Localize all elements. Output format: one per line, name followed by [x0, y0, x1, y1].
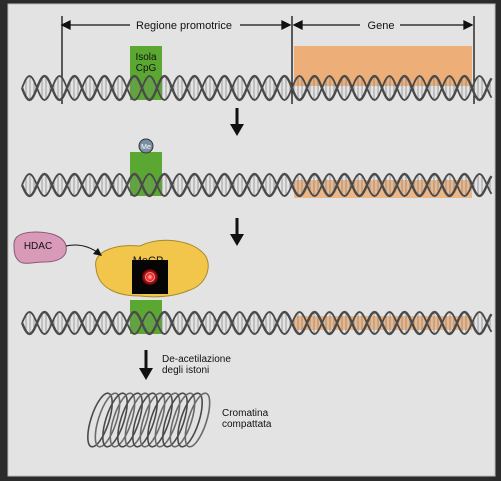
chromatin-loop: [117, 392, 143, 448]
dna-strand: [20, 172, 493, 198]
chromatin-loop: [132, 392, 158, 448]
hdac-arrowhead: [93, 248, 102, 256]
deacetylation-label-line1: De-acetilazione: [162, 354, 231, 365]
chromatin-loop: [94, 392, 121, 448]
methyl-group-icon: [138, 138, 154, 154]
deacetylation-label-line2: degli istoni: [162, 365, 209, 376]
compacted-chromatin: [87, 392, 211, 448]
gene-region-1: [294, 46, 472, 86]
chromatin-label-line1: Cromatina: [222, 408, 269, 419]
hdac-label: HDAC: [24, 241, 52, 252]
hdac-protein: [13, 231, 67, 264]
cpg-island-label-line1: Isola: [135, 52, 157, 63]
chromatin-loop: [139, 392, 166, 448]
record-button-icon[interactable]: [132, 260, 168, 294]
chromatin-label-line2: compattata: [222, 419, 272, 430]
chromatin-loop: [124, 392, 151, 448]
dna-helix-2: [20, 172, 493, 198]
dna-strand: [21, 173, 493, 197]
chromatin-loop: [184, 392, 211, 448]
chromatin-loop: [169, 392, 196, 448]
process-arrow-1: [230, 108, 244, 136]
chromatin-loop: [109, 392, 136, 448]
dna-strand: [20, 74, 493, 102]
chromatin-loop: [154, 392, 181, 448]
process-arrow-3: [139, 350, 153, 380]
promoter-region-label: Regione promotrice: [136, 20, 232, 32]
dna-strand: [21, 311, 493, 335]
chromatin-loop: [177, 392, 203, 448]
chromatin-loop: [102, 392, 128, 448]
chromatin-loop: [147, 392, 173, 448]
dna-helix-3: [20, 310, 493, 336]
dna-strand: [20, 310, 493, 336]
chromatin-loop: [87, 392, 113, 448]
methyl-label: Me: [141, 144, 151, 151]
process-arrow-2: [230, 218, 244, 246]
cpg-island-label-line2: CpG: [136, 63, 157, 74]
dna-strand: [21, 75, 493, 101]
dna-helix-1: [20, 74, 493, 102]
chromatin-loop: [162, 392, 188, 448]
gene-region-label: Gene: [368, 20, 395, 32]
